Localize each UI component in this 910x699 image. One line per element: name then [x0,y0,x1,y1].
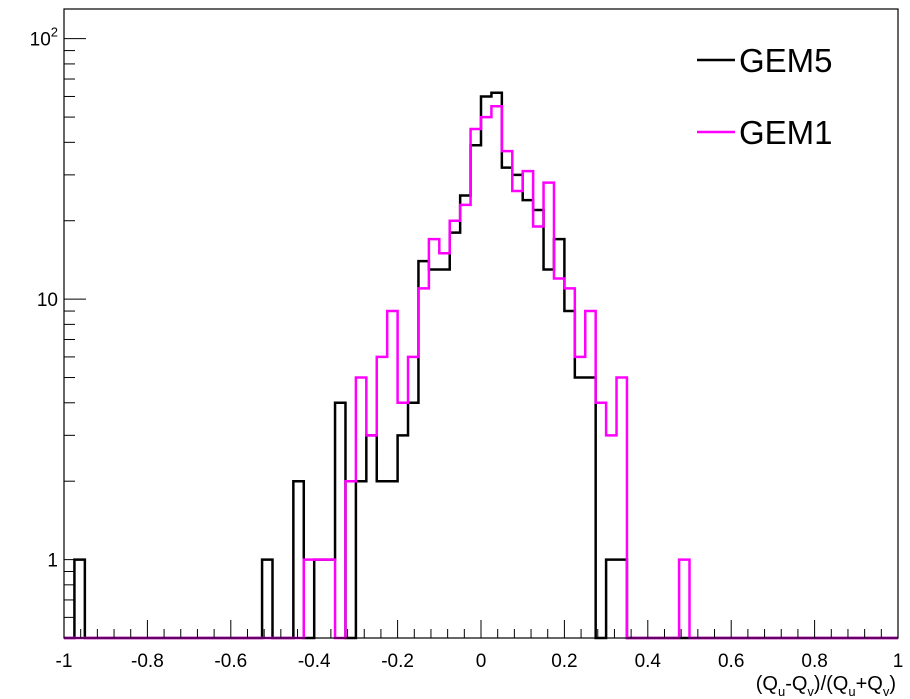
histogram-bin-gem5 [617,560,627,638]
x-tick-label: -0.8 [131,651,164,672]
histogram-bin-gem1 [606,435,616,638]
histogram-bin-gem1 [533,227,543,638]
histogram-bin-gem5 [502,168,512,638]
histogram-bin-gem1 [502,151,512,638]
histogram-bin-gem1 [575,357,585,638]
histogram-bin-gem5 [429,269,439,638]
series-layer [64,91,898,640]
histogram-bin-gem1 [554,279,564,638]
histogram-bin-gem1 [617,378,627,638]
histogram-bin-gem5 [262,560,272,638]
histogram-bin-gem1 [460,205,470,638]
legend-label-gem1: GEM1 [739,114,833,151]
histogram-bin-gem1 [356,378,366,638]
histogram-bin-gem1 [439,253,449,638]
y-tick-label: 10 [37,290,58,311]
histogram-bin-gem5 [314,560,324,638]
histogram-bin-gem5 [523,200,533,638]
histogram-bin-gem5 [387,481,397,638]
histogram-bin-gem5 [544,269,554,638]
histogram-bin-gem1 [471,129,481,638]
histogram-bin-gem5 [293,481,303,638]
histogram-bin-gem1 [585,311,595,638]
histogram-bin-gem5 [398,435,408,638]
histogram-bin-gem5 [606,560,616,638]
x-tick-label: 1 [893,651,904,672]
x-axis-title: (Qu-Qv)/(Qu+Qv) [756,673,896,699]
histogram-bin-gem5 [585,378,595,638]
histogram-bin-gem1 [429,239,439,638]
series-gem1-line [64,105,898,640]
histogram-bin-gem1 [418,288,428,638]
x-tick-label: -1 [56,651,73,672]
histogram-bin-gem5 [439,269,449,638]
histogram-bin-gem1 [596,403,606,638]
histogram-bin-gem1 [564,288,574,638]
x-tick-label: -0.4 [298,651,331,672]
histogram-bin-gem5 [564,311,574,638]
histogram-bin-gem5 [366,435,376,638]
x-tick-label: 0.6 [718,651,744,672]
histogram-bin-gem1 [325,560,335,638]
histogram-bin-gem5 [512,175,522,638]
legend: GEM5 GEM1 [697,42,833,151]
y-tick-label: 102 [30,25,58,51]
histogram-bin-gem1 [481,117,491,638]
histogram-bin-gem5 [325,560,335,638]
histogram-bin-gem1 [523,171,533,638]
histogram-bin-gem1 [314,560,324,638]
histogram-bin-gem1 [512,191,522,638]
x-tick-label: 0.8 [801,651,827,672]
histogram-bin-gem1 [450,221,460,638]
histogram-bin-gem1 [679,560,689,638]
histogram-bin-gem5 [460,195,470,638]
histogram-bin-gem5 [471,145,481,638]
histogram-bin-gem1 [377,357,387,638]
series-gem5-line [64,91,898,640]
x-tick-label: 0.4 [635,651,662,672]
histogram-bin-gem5 [450,233,460,638]
x-tick-label: -0.6 [214,651,247,672]
histogram-bin-gem1 [408,357,418,638]
histogram-bin-gem5 [408,403,418,638]
histogram-bin-gem5 [533,210,543,638]
histogram-bin-gem5 [74,560,84,638]
histogram-bin-gem5 [481,96,491,638]
histogram-bin-gem1 [387,311,397,638]
x-tick-label: 0.2 [551,651,577,672]
x-tick-label: 0 [476,651,487,672]
histogram-bin-gem1 [544,183,554,638]
legend-label-gem5: GEM5 [739,42,833,79]
x-tick-label: -0.2 [381,651,414,672]
histogram-bin-gem5 [377,481,387,638]
histogram-bin-gem1 [491,106,501,638]
histogram-bin-gem5 [491,93,501,638]
histogram-bin-gem5 [575,378,585,638]
histogram-bin-gem1 [304,560,314,638]
histogram-bin-gem1 [398,403,408,638]
histogram-bin-gem1 [366,435,376,638]
y-tick-label: 1 [47,551,58,572]
histogram-bin-gem5 [356,481,366,638]
histogram-bin-gem5 [335,403,345,638]
axis-layer: -1 -0.8 -0.6 -0.4 -0.2 0 0.2 0.4 0.6 0.8 1 1 10 102 [30,25,904,672]
histogram-bin-gem5 [554,239,564,638]
histogram-bin-gem1 [345,481,355,638]
histogram-bin-gem5 [418,261,428,638]
